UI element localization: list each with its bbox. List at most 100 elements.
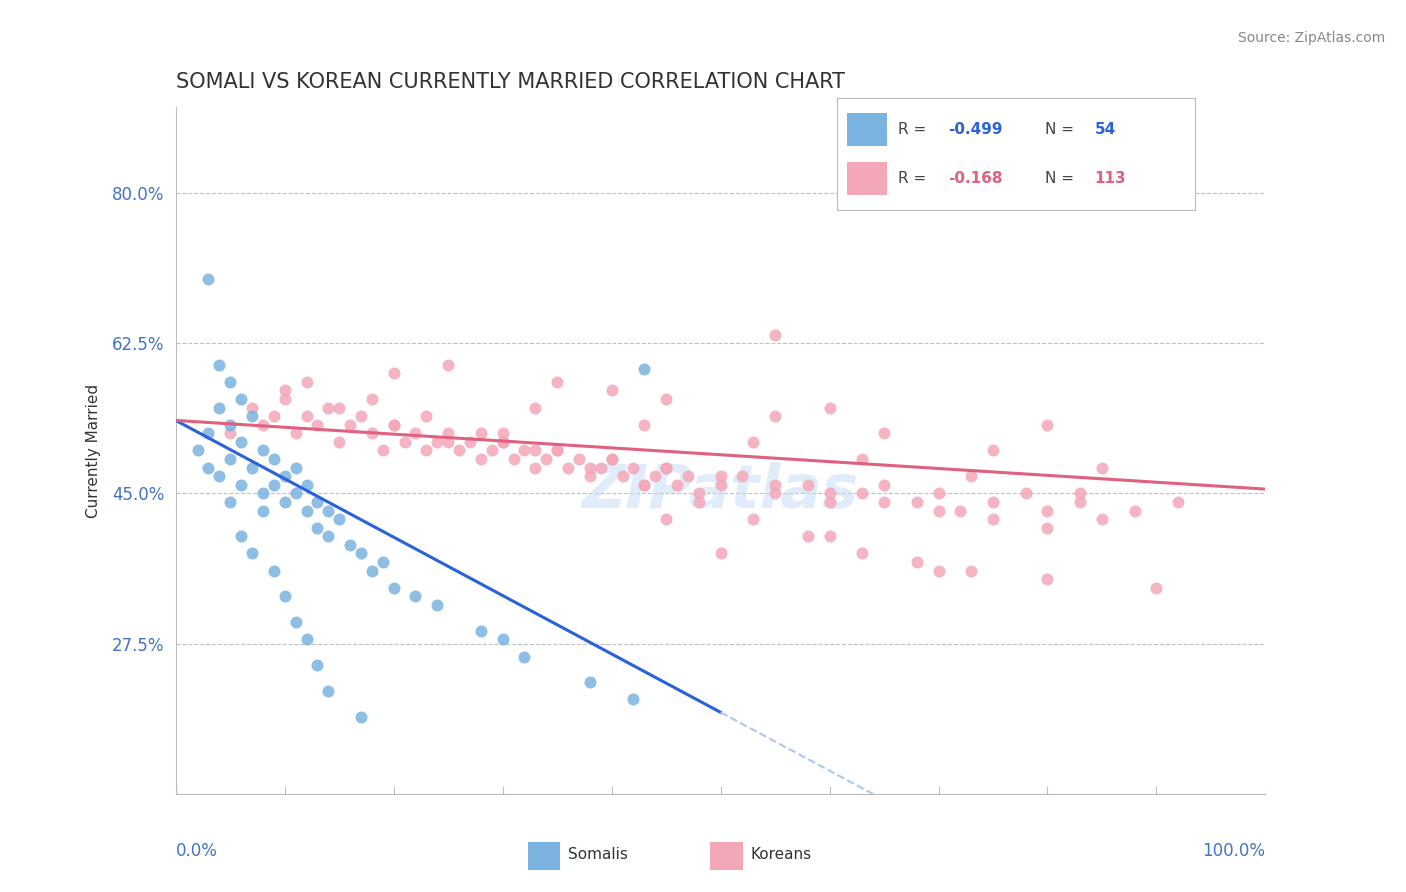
Point	[589, 460, 612, 475]
Text: R =: R =	[897, 171, 931, 186]
Point	[513, 649, 536, 664]
Point	[382, 366, 405, 380]
Text: R =: R =	[897, 122, 931, 136]
Point	[240, 409, 263, 423]
Point	[513, 443, 536, 458]
Point	[633, 362, 655, 376]
Point	[1069, 495, 1091, 509]
Point	[360, 564, 382, 578]
Point	[284, 615, 307, 630]
Point	[252, 503, 274, 517]
Point	[405, 426, 427, 441]
Point	[981, 495, 1004, 509]
Point	[197, 460, 219, 475]
Point	[458, 434, 481, 449]
Text: N =: N =	[1045, 171, 1078, 186]
Point	[710, 469, 733, 483]
Point	[307, 658, 329, 673]
Point	[371, 443, 394, 458]
Point	[318, 401, 340, 415]
Point	[666, 478, 689, 492]
Point	[981, 443, 1004, 458]
Point	[600, 452, 623, 467]
Point	[655, 460, 678, 475]
Point	[851, 546, 873, 561]
Point	[524, 401, 547, 415]
Point	[274, 384, 297, 398]
Point	[873, 426, 896, 441]
Text: Koreans: Koreans	[751, 847, 811, 862]
Point	[186, 443, 209, 458]
Text: 113: 113	[1095, 171, 1126, 186]
Point	[818, 401, 841, 415]
Point	[546, 375, 568, 389]
Point	[981, 512, 1004, 526]
Point	[524, 443, 547, 458]
Point	[263, 564, 285, 578]
Point	[534, 452, 557, 467]
Point	[426, 598, 449, 612]
Point	[240, 546, 263, 561]
Point	[231, 392, 253, 406]
Point	[873, 495, 896, 509]
Point	[655, 460, 678, 475]
Text: SOMALI VS KOREAN CURRENTLY MARRIED CORRELATION CHART: SOMALI VS KOREAN CURRENTLY MARRIED CORRE…	[176, 71, 845, 92]
Point	[415, 443, 437, 458]
Point	[274, 495, 297, 509]
Point	[579, 469, 602, 483]
Point	[295, 375, 318, 389]
Point	[382, 417, 405, 432]
Point	[579, 675, 602, 690]
Point	[350, 546, 373, 561]
Point	[284, 486, 307, 500]
Point	[470, 452, 492, 467]
Point	[274, 392, 297, 406]
Point	[307, 495, 329, 509]
Point	[219, 452, 242, 467]
Point	[284, 460, 307, 475]
Point	[928, 486, 950, 500]
Point	[284, 426, 307, 441]
Point	[568, 452, 591, 467]
Point	[360, 426, 382, 441]
Point	[295, 503, 318, 517]
Text: Source: ZipAtlas.com: Source: ZipAtlas.com	[1237, 31, 1385, 45]
Point	[219, 495, 242, 509]
Point	[655, 392, 678, 406]
Point	[492, 434, 515, 449]
Point	[371, 555, 394, 569]
Point	[763, 478, 786, 492]
Point	[470, 426, 492, 441]
Text: -0.168: -0.168	[948, 171, 1002, 186]
Point	[437, 434, 460, 449]
Point	[295, 409, 318, 423]
Point	[328, 401, 350, 415]
Point	[546, 443, 568, 458]
Point	[405, 590, 427, 604]
Point	[208, 358, 231, 372]
Point	[437, 426, 460, 441]
Point	[1036, 521, 1059, 535]
Point	[621, 692, 644, 706]
Y-axis label: Currently Married: Currently Married	[86, 384, 101, 517]
Point	[742, 434, 765, 449]
Point	[557, 460, 579, 475]
Point	[481, 443, 503, 458]
Point	[873, 478, 896, 492]
Point	[350, 409, 373, 423]
Point	[339, 538, 361, 552]
FancyBboxPatch shape	[710, 842, 744, 870]
Point	[742, 512, 765, 526]
Point	[318, 529, 340, 543]
Point	[197, 271, 219, 285]
Point	[676, 469, 699, 483]
Point	[818, 486, 841, 500]
Point	[426, 434, 449, 449]
Text: 54: 54	[1095, 122, 1116, 136]
Point	[600, 384, 623, 398]
Point	[350, 709, 373, 723]
Point	[1069, 486, 1091, 500]
Point	[710, 478, 733, 492]
Point	[274, 590, 297, 604]
Point	[219, 375, 242, 389]
